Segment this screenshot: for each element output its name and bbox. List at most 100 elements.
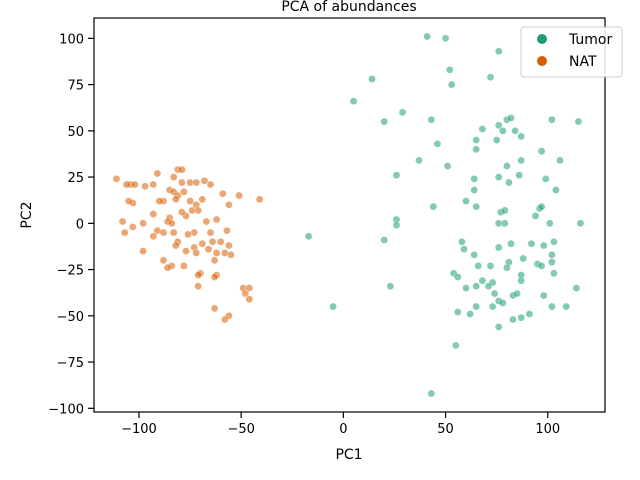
point-tumor: [576, 219, 585, 228]
point-nat: [122, 180, 131, 189]
point-nat: [112, 174, 121, 183]
point-tumor: [552, 186, 560, 194]
point-nat: [206, 180, 215, 189]
x-axis-label: PC1: [335, 447, 362, 463]
point-nat: [130, 180, 139, 189]
point-tumor: [548, 302, 556, 311]
point-tumor: [472, 202, 481, 211]
point-tumor: [447, 80, 456, 89]
y-axis-ticks: −100 −75 −50 −25 0 25 50 75 100: [48, 32, 94, 417]
point-tumor: [486, 261, 495, 270]
point-tumor: [525, 310, 534, 318]
point-tumor: [472, 145, 481, 154]
point-nat: [159, 256, 168, 265]
point-nat: [186, 197, 194, 205]
point-nat: [235, 191, 243, 200]
point-nat: [192, 178, 201, 187]
legend-label-nat: NAT: [569, 54, 597, 70]
point-tumor: [392, 171, 401, 180]
x-tick-label: −100: [121, 422, 157, 437]
point-nat: [220, 315, 229, 324]
point-nat: [179, 261, 188, 270]
y-tick-label: 100: [59, 32, 84, 47]
y-tick-label: 0: [76, 217, 84, 232]
point-tumor: [453, 273, 462, 281]
y-tick-label: −75: [57, 356, 84, 371]
point-tumor: [494, 173, 503, 181]
point-nat: [245, 295, 254, 304]
legend-marker-tumor: [537, 34, 547, 44]
point-nat: [120, 228, 129, 237]
y-tick-label: −50: [57, 310, 84, 325]
legend: Tumor NAT: [520, 26, 623, 78]
point-nat: [124, 197, 133, 205]
point-tumor: [500, 219, 509, 228]
point-tumor: [556, 156, 564, 165]
point-tumor: [515, 171, 524, 180]
point-nat: [177, 165, 186, 174]
x-tick-label: 100: [535, 422, 560, 437]
y-tick-label: −100: [48, 402, 84, 417]
point-nat: [245, 284, 254, 292]
point-tumor: [527, 239, 536, 248]
point-nat: [177, 208, 186, 217]
point-nat: [153, 169, 162, 178]
point-tumor: [429, 202, 438, 211]
point-tumor: [517, 132, 526, 141]
point-tumor: [462, 284, 470, 292]
point-tumor: [460, 245, 468, 254]
point-tumor: [494, 47, 503, 56]
point-nat: [163, 263, 172, 272]
point-nat: [224, 241, 233, 250]
point-tumor: [443, 162, 452, 170]
x-axis-ticks: −100 −50 0 50 100: [121, 412, 560, 437]
point-nat: [210, 273, 219, 281]
point-tumor: [509, 315, 517, 324]
point-nat: [226, 250, 235, 259]
point-tumor: [517, 313, 526, 322]
point-nat: [198, 195, 207, 204]
point-tumor: [490, 289, 499, 298]
point-tumor: [502, 263, 511, 272]
point-tumor: [545, 219, 554, 228]
y-tick-label: 50: [67, 125, 84, 140]
point-tumor: [492, 136, 501, 144]
point-nat: [141, 182, 149, 191]
point-nat: [139, 219, 147, 228]
point-tumor: [451, 341, 460, 350]
point-nat: [169, 173, 178, 181]
point-nat: [149, 232, 158, 241]
point-tumor: [504, 178, 513, 187]
legend-label-tumor: Tumor: [568, 32, 613, 48]
point-nat: [204, 245, 213, 254]
point-tumor: [550, 237, 558, 246]
point-tumor: [498, 126, 507, 135]
y-axis-label: PC2: [19, 201, 35, 228]
point-nat: [139, 247, 147, 255]
legend-marker-nat: [537, 56, 547, 66]
point-tumor: [502, 162, 511, 170]
point-tumor: [494, 322, 503, 331]
point-tumor: [486, 73, 495, 82]
point-tumor: [519, 254, 528, 263]
point-nat: [194, 282, 203, 291]
x-tick-label: −50: [227, 422, 254, 437]
data-points: [112, 32, 585, 398]
point-nat: [194, 206, 203, 215]
point-nat: [202, 217, 211, 226]
point-nat: [155, 197, 164, 205]
point-tumor: [304, 232, 313, 241]
point-tumor: [433, 139, 442, 148]
point-tumor: [415, 156, 423, 165]
point-nat: [167, 219, 176, 228]
point-tumor: [494, 121, 503, 130]
point-tumor: [427, 389, 436, 398]
point-tumor: [453, 308, 462, 316]
point-nat: [212, 248, 221, 257]
point-tumor: [498, 298, 507, 307]
point-tumor: [472, 282, 481, 291]
point-tumor: [548, 258, 556, 267]
point-nat: [179, 187, 188, 196]
point-nat: [206, 228, 215, 237]
